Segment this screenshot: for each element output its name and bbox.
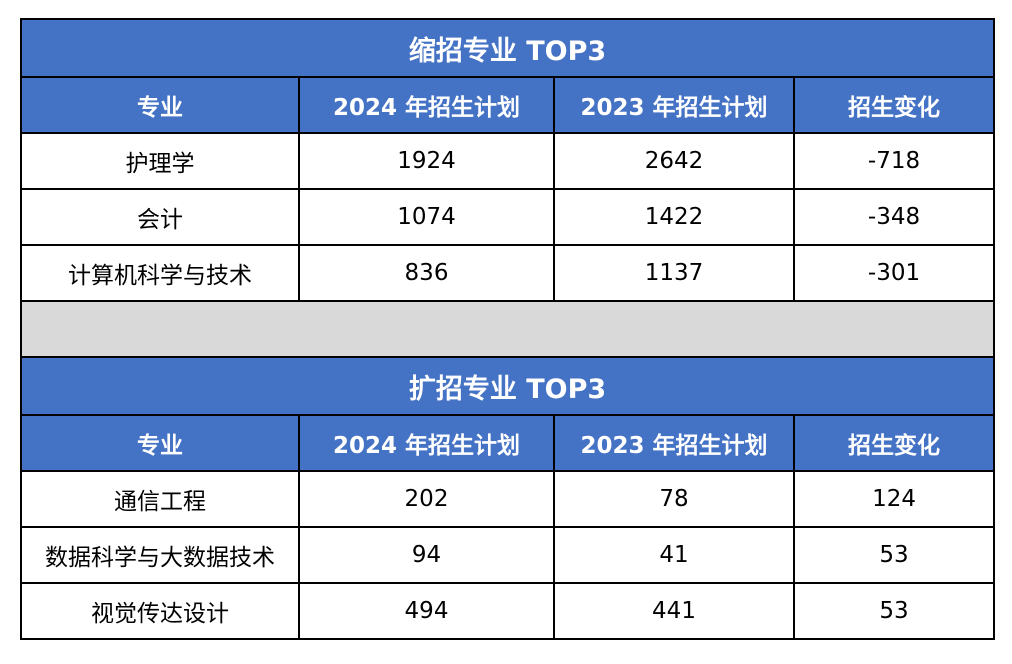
- expand-header-change: 招生变化: [792, 414, 996, 472]
- shrink-title-row: 缩招专业 TOP3: [19, 18, 996, 78]
- change-cell: 124: [792, 470, 996, 528]
- change-cell: -348: [792, 188, 996, 246]
- plan-2023-cell: 2642: [553, 132, 795, 190]
- plan-2023-cell: 1137: [553, 244, 795, 302]
- shrink-section-title: 缩招专业 TOP3: [19, 18, 996, 78]
- plan-2024-cell: 836: [298, 244, 555, 302]
- change-cell: 53: [792, 526, 996, 584]
- plan-2023-cell: 1422: [553, 188, 795, 246]
- section-divider: [19, 300, 996, 358]
- plan-2024-cell: 94: [298, 526, 555, 584]
- expand-header-plan-2024: 2024 年招生计划: [298, 414, 555, 472]
- major-cell: 会计: [20, 188, 300, 246]
- shrink-header-plan-2024: 2024 年招生计划: [298, 76, 555, 134]
- table-row: 数据科学与大数据技术 94 41 53: [20, 526, 996, 584]
- major-cell: 视觉传达设计: [20, 582, 300, 640]
- major-cell: 计算机科学与技术: [20, 244, 300, 302]
- expand-title-row: 扩招专业 TOP3: [19, 356, 996, 416]
- expand-header-row: 专业 2024 年招生计划 2023 年招生计划 招生变化: [20, 414, 996, 472]
- table-row: 会计 1074 1422 -348: [20, 188, 996, 246]
- enrollment-change-document: 缩招专业 TOP3 专业 2024 年招生计划 2023 年招生计划 招生变化 …: [19, 18, 996, 640]
- enrollment-table: 缩招专业 TOP3 专业 2024 年招生计划 2023 年招生计划 招生变化 …: [19, 18, 996, 640]
- table-row: 视觉传达设计 494 441 53: [20, 582, 996, 640]
- plan-2024-cell: 494: [298, 582, 555, 640]
- plan-2023-cell: 41: [553, 526, 795, 584]
- plan-2023-cell: 78: [553, 470, 795, 528]
- expand-section-title: 扩招专业 TOP3: [19, 356, 996, 416]
- table-row: 护理学 1924 2642 -718: [20, 132, 996, 190]
- table-row: 通信工程 202 78 124: [20, 470, 996, 528]
- plan-2023-cell: 441: [553, 582, 795, 640]
- shrink-header-row: 专业 2024 年招生计划 2023 年招生计划 招生变化: [20, 76, 996, 134]
- section-divider-row: [19, 300, 996, 358]
- change-cell: -301: [792, 244, 996, 302]
- change-cell: -718: [792, 132, 996, 190]
- major-cell: 数据科学与大数据技术: [20, 526, 300, 584]
- plan-2024-cell: 1074: [298, 188, 555, 246]
- expand-header-major: 专业: [20, 414, 300, 472]
- shrink-header-change: 招生变化: [792, 76, 996, 134]
- change-cell: 53: [792, 582, 996, 640]
- expand-header-plan-2023: 2023 年招生计划: [553, 414, 795, 472]
- plan-2024-cell: 202: [298, 470, 555, 528]
- table-row: 计算机科学与技术 836 1137 -301: [20, 244, 996, 302]
- shrink-header-major: 专业: [20, 76, 300, 134]
- plan-2024-cell: 1924: [298, 132, 555, 190]
- shrink-header-plan-2023: 2023 年招生计划: [553, 76, 795, 134]
- major-cell: 通信工程: [20, 470, 300, 528]
- major-cell: 护理学: [20, 132, 300, 190]
